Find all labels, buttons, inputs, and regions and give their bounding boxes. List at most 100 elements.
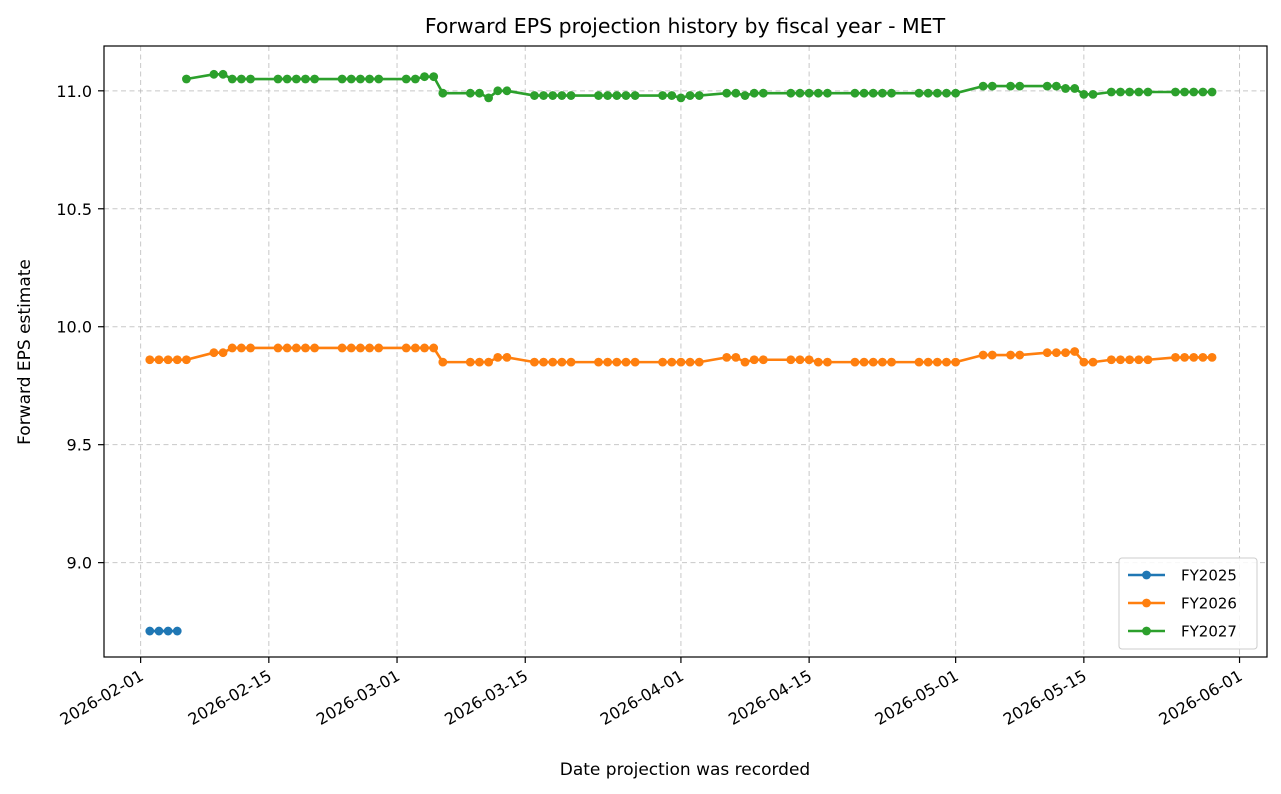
data-point <box>749 88 759 98</box>
data-point <box>1116 355 1125 365</box>
data-point <box>1143 355 1153 365</box>
data-point <box>942 357 951 367</box>
data-point <box>868 88 878 98</box>
data-point <box>877 88 887 98</box>
chart-title: Forward EPS projection history by fiscal… <box>425 14 946 38</box>
data-point <box>676 93 686 103</box>
data-point <box>209 69 219 79</box>
data-point <box>1042 348 1052 358</box>
data-point <box>850 88 860 98</box>
data-point <box>182 355 191 365</box>
data-point <box>218 348 228 358</box>
data-point <box>667 91 677 100</box>
y-tick-label: 10.5 <box>56 200 92 219</box>
series-layer <box>145 69 1217 636</box>
data-point <box>145 355 155 365</box>
y-tick-label: 10.0 <box>56 318 92 337</box>
data-point <box>795 88 805 98</box>
legend: FY2025 FY2026 FY2027 <box>1118 557 1258 650</box>
data-point <box>786 355 796 365</box>
y-axis-ticks: 9.0 9.5 10.0 10.5 11.0 <box>56 82 104 573</box>
data-point <box>978 81 988 91</box>
data-point <box>438 357 448 367</box>
data-point <box>923 357 933 367</box>
data-point <box>1051 81 1061 91</box>
legend-items: FY2025 FY2026 FY2027 <box>1128 567 1237 641</box>
data-point <box>374 74 384 84</box>
data-point <box>804 355 814 365</box>
data-point <box>557 357 567 367</box>
data-point <box>722 88 732 98</box>
data-point <box>502 353 512 362</box>
data-point <box>594 91 603 100</box>
data-point <box>1079 89 1089 99</box>
data-point <box>612 91 622 100</box>
data-point <box>914 88 924 98</box>
legend-box <box>1118 557 1258 650</box>
data-point <box>475 88 484 98</box>
data-point <box>365 343 374 353</box>
data-point <box>987 81 997 91</box>
data-point <box>685 91 695 100</box>
data-point <box>163 355 173 365</box>
data-point <box>484 357 494 367</box>
data-point <box>914 357 924 367</box>
y-axis-label: Forward EPS estimate <box>15 259 35 445</box>
data-point <box>1088 89 1098 99</box>
legend-marker <box>1142 598 1151 608</box>
data-point <box>539 357 548 367</box>
data-point <box>795 355 805 365</box>
data-point <box>301 343 310 353</box>
data-point <box>145 626 155 636</box>
data-point <box>502 86 512 96</box>
data-point <box>887 357 896 367</box>
data-point <box>282 74 292 84</box>
data-point <box>346 343 356 353</box>
data-point <box>987 350 997 360</box>
y-tick-label: 9.5 <box>67 436 92 455</box>
data-point <box>1189 87 1199 97</box>
data-point <box>1061 348 1070 358</box>
data-point <box>749 355 759 365</box>
data-point <box>1171 87 1180 97</box>
data-point <box>1171 353 1180 362</box>
data-point <box>685 357 695 367</box>
data-point <box>337 343 347 353</box>
data-point <box>365 74 374 84</box>
legend-label: FY2026 <box>1181 595 1237 613</box>
data-point <box>291 74 301 84</box>
data-point <box>1079 357 1089 367</box>
data-point <box>530 91 539 100</box>
data-point <box>1189 353 1199 362</box>
data-point <box>823 88 832 98</box>
data-point <box>566 357 576 367</box>
data-point <box>621 357 631 367</box>
data-point <box>612 357 622 367</box>
data-point <box>1088 357 1098 367</box>
data-point <box>1207 87 1217 97</box>
data-point <box>493 86 503 96</box>
data-point <box>868 357 878 367</box>
data-point <box>1015 81 1025 91</box>
data-point <box>859 357 869 367</box>
data-point <box>172 355 182 365</box>
data-point <box>310 74 320 84</box>
data-point <box>1143 87 1153 97</box>
data-point <box>1106 355 1116 365</box>
data-point <box>154 626 164 636</box>
data-point <box>493 353 503 362</box>
data-point <box>932 357 942 367</box>
data-point <box>557 91 567 100</box>
data-point <box>923 88 933 98</box>
data-point <box>420 72 429 82</box>
data-point <box>758 88 768 98</box>
data-point <box>758 355 768 365</box>
data-point <box>850 357 860 367</box>
data-point <box>356 74 365 84</box>
data-point <box>236 74 246 84</box>
data-point <box>465 357 475 367</box>
data-point <box>236 343 246 353</box>
data-point <box>877 357 887 367</box>
